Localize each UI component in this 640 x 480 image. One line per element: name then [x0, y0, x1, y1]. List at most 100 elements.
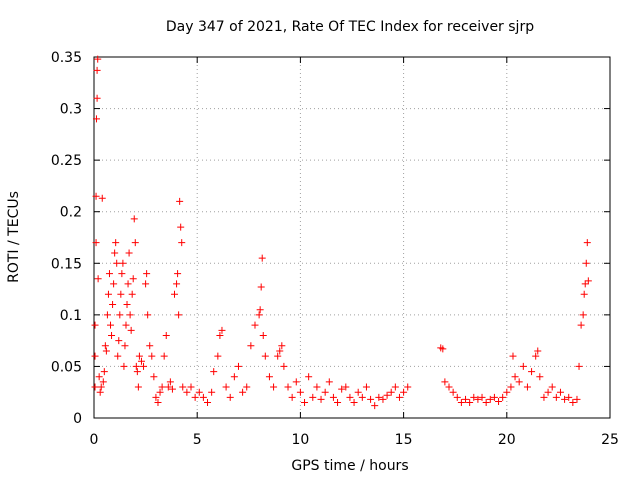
y-tick-label: 0.05 — [51, 359, 82, 375]
roti-point — [575, 362, 583, 370]
roti-point — [482, 399, 490, 407]
roti-point — [140, 362, 148, 370]
roti-point — [317, 395, 325, 403]
x-tick-label: 5 — [193, 432, 202, 448]
roti-point — [130, 215, 138, 223]
roti-point — [548, 383, 556, 391]
roti-point — [131, 239, 139, 247]
roti-point — [453, 393, 461, 401]
roti-point — [400, 388, 408, 396]
roti-point — [91, 383, 99, 391]
roti-point — [334, 399, 342, 407]
roti-point — [152, 393, 160, 401]
roti-point — [102, 347, 110, 355]
roti-point — [91, 352, 99, 360]
roti-point — [582, 259, 590, 267]
grid-lines — [94, 57, 610, 418]
roti-point — [92, 192, 100, 200]
roti-point — [230, 373, 238, 381]
roti-point — [375, 393, 383, 401]
x-tick-label: 0 — [90, 432, 99, 448]
roti-point — [94, 55, 102, 63]
roti-point — [358, 393, 366, 401]
roti-point — [301, 399, 309, 407]
roti-point — [119, 259, 127, 267]
x-tick-label: 25 — [601, 432, 619, 448]
roti-point — [565, 393, 573, 401]
y-axis-title: ROTI / TECUs — [6, 191, 22, 283]
roti-point — [214, 352, 222, 360]
roti-point — [350, 399, 358, 407]
roti-point — [116, 311, 124, 319]
roti-point — [143, 270, 151, 278]
roti-point — [183, 388, 191, 396]
x-axis-title: GPS time / hours — [291, 458, 408, 474]
roti-point — [95, 373, 103, 381]
roti-point — [135, 352, 143, 360]
roti-point — [584, 277, 592, 285]
roti-point — [503, 388, 511, 396]
roti-point — [101, 342, 109, 350]
roti-point — [166, 378, 174, 386]
roti-point — [222, 383, 230, 391]
roti-point — [581, 280, 589, 288]
roti-point — [199, 393, 207, 401]
roti-point — [490, 393, 498, 401]
roti-point — [284, 383, 292, 391]
roti-point — [105, 270, 113, 278]
roti-point — [91, 321, 99, 329]
roti-point — [577, 321, 585, 329]
roti-point — [296, 388, 304, 396]
roti-point — [127, 326, 135, 334]
roti-point — [329, 393, 337, 401]
roti-point — [97, 383, 105, 391]
roti-point — [93, 94, 101, 102]
roti-point — [234, 362, 242, 370]
roti-point — [354, 388, 362, 396]
roti-point — [445, 383, 453, 391]
roti-point — [470, 393, 478, 401]
roti-point — [103, 311, 111, 319]
roti-point — [499, 393, 507, 401]
y-tick-label: 0 — [73, 411, 82, 427]
roti-point — [174, 270, 182, 278]
roti-point — [257, 283, 265, 291]
roti-point — [218, 326, 226, 334]
roti-point — [134, 383, 142, 391]
roti-point — [573, 395, 581, 403]
roti-point — [204, 399, 212, 407]
roti-point — [536, 373, 544, 381]
roti-point — [125, 249, 133, 257]
roti-point — [104, 290, 112, 298]
roti-point — [226, 393, 234, 401]
roti-point — [92, 115, 100, 123]
roti-point — [251, 321, 259, 329]
roti-point — [177, 223, 185, 231]
roti-point — [292, 378, 300, 386]
roti-point — [305, 373, 313, 381]
roti-point — [583, 239, 591, 247]
roti-point — [208, 388, 216, 396]
roti-point — [247, 342, 255, 350]
roti-point — [112, 239, 120, 247]
roti-point — [387, 388, 395, 396]
roti-point — [342, 383, 350, 391]
roti-point — [99, 378, 107, 386]
roti-point — [210, 368, 218, 376]
roti-point — [395, 393, 403, 401]
roti-point — [367, 395, 375, 403]
roti-point — [552, 393, 560, 401]
roti-point — [92, 239, 100, 247]
roti-point — [158, 383, 166, 391]
roti-point — [111, 249, 119, 257]
roti-point — [126, 311, 134, 319]
roti-point — [544, 388, 552, 396]
roti-point — [462, 395, 470, 403]
roti-point — [178, 239, 186, 247]
roti-point — [258, 254, 266, 262]
roti-point — [313, 383, 321, 391]
roti-point — [96, 388, 104, 396]
x-tick-label: 10 — [291, 432, 309, 448]
y-tick-label: 0.35 — [51, 50, 82, 66]
roti-point — [142, 280, 150, 288]
